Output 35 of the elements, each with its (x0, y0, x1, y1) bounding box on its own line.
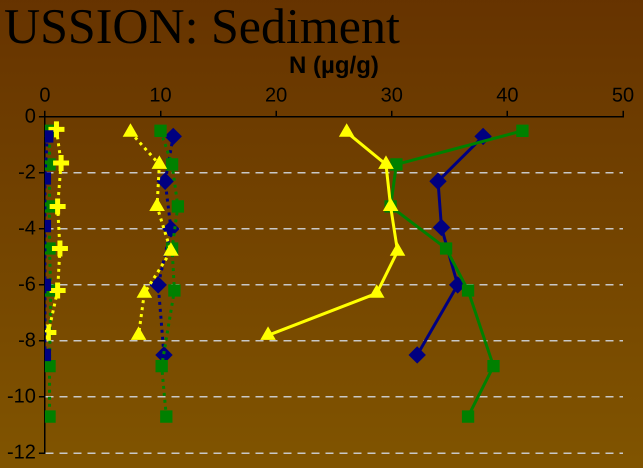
point (408, 346, 426, 364)
y-tick-label: -6 (18, 273, 36, 296)
point (154, 124, 167, 137)
point (390, 158, 403, 171)
point (160, 410, 172, 423)
point (168, 284, 181, 297)
point (166, 158, 178, 171)
point (156, 360, 168, 372)
point (516, 124, 529, 137)
chart-title: USSION: Sediment (3, 0, 401, 54)
point (172, 200, 184, 213)
x-tick-label: 30 (380, 84, 403, 106)
point (150, 276, 167, 294)
y-tick-label: -12 (7, 442, 36, 464)
y-tick-label: 0 (24, 105, 36, 128)
x-axis-title: N (µg/g) (289, 52, 379, 80)
x-tick-label: 50 (612, 84, 634, 106)
point (462, 410, 474, 423)
point (487, 360, 500, 372)
point (430, 172, 447, 190)
y-tick-label: -8 (18, 329, 36, 352)
x-tick-label: 0 (39, 84, 50, 106)
point (164, 128, 182, 145)
point (44, 410, 56, 423)
x-tick-label: 10 (149, 84, 172, 106)
point (44, 360, 56, 372)
point (440, 242, 452, 255)
y-tick-label: -2 (18, 161, 36, 184)
point (156, 172, 174, 190)
y-tick-label: -4 (18, 217, 36, 240)
y-tick-label: -10 (7, 385, 36, 408)
x-tick-label: 20 (265, 84, 288, 106)
point (462, 284, 474, 297)
x-tick-label: 40 (496, 84, 519, 106)
point (432, 218, 450, 236)
